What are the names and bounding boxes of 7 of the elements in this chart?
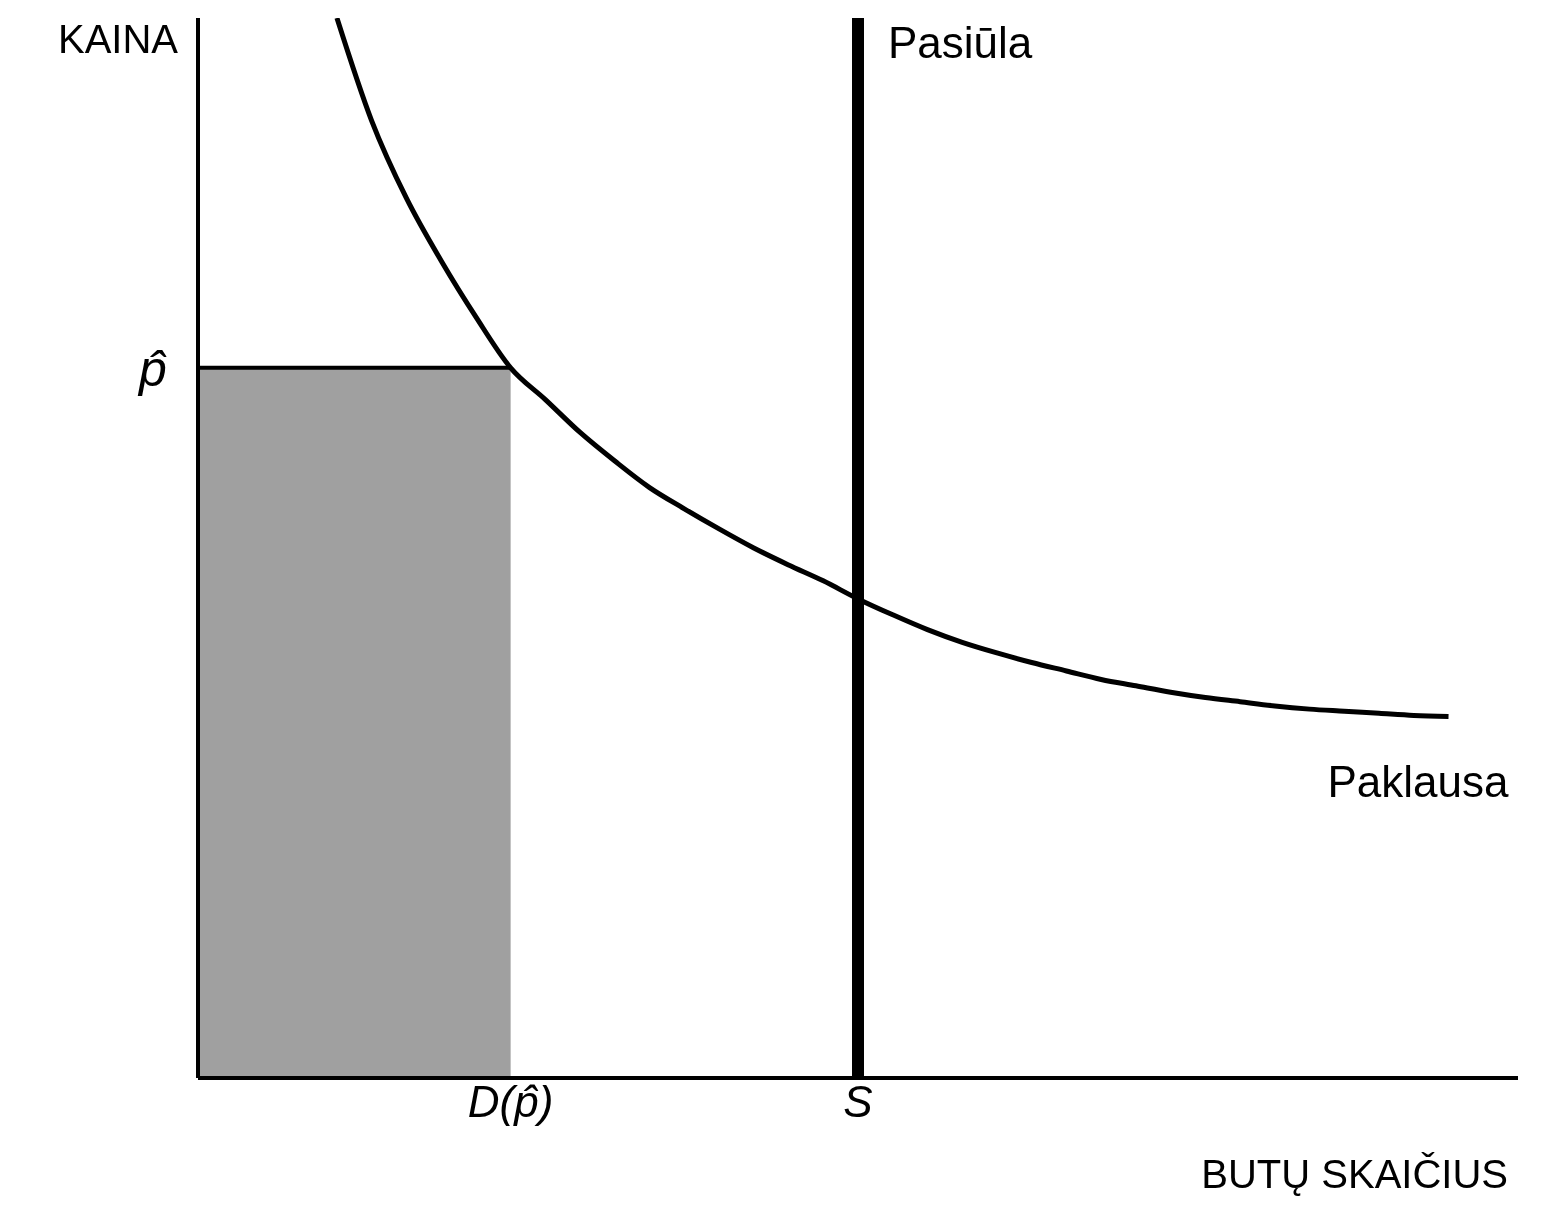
y-axis-title: KAINA (57, 17, 179, 61)
x-tick-label: D(p̂) (467, 1077, 554, 1127)
ref-line-label: Pasiūla (888, 18, 1033, 67)
text: p̂ (137, 340, 168, 397)
series-label: Paklausa (1327, 756, 1510, 806)
x-axis-title: BUTŲ SKAIČIUS (1201, 1152, 1508, 1196)
x-tick-label: S (843, 1077, 873, 1127)
